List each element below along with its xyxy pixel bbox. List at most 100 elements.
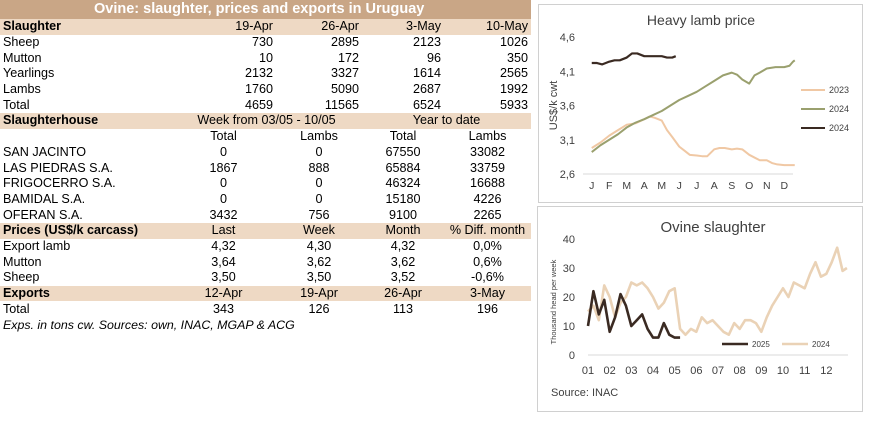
row-value: 3,62 [306,254,332,269]
report-title: Ovine: slaughter, prices and exports in … [0,0,531,19]
column-header: Last [171,222,276,239]
row-value: 730 [251,35,273,50]
x-tick-label: 10 [777,365,789,377]
row-value: 172 [337,50,359,65]
slaughterhouse-row: BAMIDAL S.A. 0 0 15180 4226 [0,192,531,208]
x-tick-label: 07 [712,365,724,377]
row-value: 67550 [385,144,421,159]
slaughter-header-row: Slaughter 19-Apr 26-Apr 3-May 10-May [0,19,531,35]
x-tick-label: N [763,180,771,192]
row-value: 3,52 [390,270,416,285]
row-value: 0 [315,144,323,159]
series-line-2024 [591,52,677,66]
row-value: 2565 [499,66,528,81]
row-value: 1614 [412,66,441,81]
row-label: Total [3,97,30,112]
sources-note: Exps. in tons cw. Sources: own, INAC, MG… [3,318,295,333]
y-tick-label: 3,6 [560,101,575,113]
x-tick-label: 02 [604,365,616,377]
row-value: 15180 [385,191,421,206]
row-value: 2265 [473,207,502,222]
row-label: FRIGOCERRO S.A. [3,176,116,191]
row-value: 5090 [330,82,359,97]
row-value: 3,62 [390,254,416,269]
series-line-2024 [591,59,796,153]
column-header: 3-May [362,19,444,35]
x-tick-label: 05 [669,365,681,377]
x-tick-label: S [728,180,735,192]
row-value: 0 [315,191,323,206]
series-line-2025 [586,289,681,339]
row-value: 113 [392,301,414,316]
y-axis-label: US$/k cwt [548,81,560,131]
prices-header-row: Prices (US$/k carcass) Last Week Month% Dif… [0,222,531,239]
row-label: Yearlings [3,66,55,81]
row-value: 6524 [412,97,441,112]
x-tick-label: D [780,180,788,192]
blank-cell [0,129,171,145]
row-label: Mutton [3,50,42,65]
row-value: 96 [426,50,441,65]
row-value: 3432 [209,207,238,222]
section-header: Slaughterhouse [0,113,171,129]
row-value: 9100 [388,207,418,222]
legend-label: 2025 [752,340,770,349]
row-value: 16688 [469,176,506,191]
row-value: 5933 [499,97,528,112]
row-value: 11565 [324,97,359,112]
x-tick-label: 09 [755,365,767,377]
series-line-2023 [591,115,795,167]
row-label: BAMIDAL S.A. [3,191,86,206]
x-tick-label: A [641,180,648,192]
row-value: 3,50 [211,270,236,285]
ovine-slaughter-svg: Ovine slaughter 0 10 20 30 40 01 02 03 04 05 06 07 08… [549,219,848,399]
x-tick-label: O [745,180,753,192]
column-header: 12-Apr [171,285,276,302]
row-value: 33082 [469,144,506,159]
y-tick-label: 20 [563,292,575,304]
row-value: 756 [308,207,330,222]
y-tick-label: 3,1 [560,135,575,147]
column-header: Lambs [300,129,338,144]
y-tick-label: 40 [563,234,575,246]
exports-row: Total 343 126 113 196 [0,301,531,317]
x-tick-label: J [589,180,594,192]
x-tick-label: 08 [734,365,746,377]
column-header: Total [210,129,237,144]
row-value: 350 [506,50,528,65]
series-line-2024 [587,246,848,336]
row-value: 0,0% [473,238,502,253]
column-header: Lambs [468,129,507,144]
row-value: 343 [212,301,234,316]
data-table: Slaughter 19-Apr 26-Apr 3-May 10-May Sheep 730… [0,19,531,317]
row-value: 2123 [412,35,441,50]
row-value: 4226 [473,191,502,206]
legend-label: 2024 [812,340,830,349]
column-header: 26-Apr [362,285,444,302]
row-value: 2132 [244,66,273,81]
row-label: Sheep [3,35,40,50]
price-row: Sheep 3,50 3,50 3,52 -0,6% [0,270,531,286]
x-tick-label: A [711,180,718,192]
slaughterhouse-row: LAS PIEDRAS S.A. 1867 888 65884 33759 [0,160,531,176]
column-header: Week [276,222,362,239]
ovine-slaughter-chart: Ovine slaughter 0 10 20 30 40 01 02 03 04 05 06 07 08… [537,206,863,412]
slaughterhouse-subheader-row: Total Lambs Total Lambs [0,129,531,145]
x-tick-label: 11 [799,365,810,377]
row-value: -0,6% [471,270,504,285]
column-header: Month [362,222,444,239]
slaughterhouse-header-row: Slaughterhouse Week from 03/05 - 10/05 Yea… [0,113,531,129]
row-value: 2687 [412,82,441,97]
x-tick-label: 03 [625,365,637,377]
row-value: 0 [219,176,227,191]
row-value: 65884 [385,160,421,175]
y-tick-label: 10 [563,321,575,333]
week-range-label: Week from 03/05 - 10/05 [171,113,362,129]
chart-title: Heavy lamb price [647,12,755,28]
row-value: 46324 [385,176,421,191]
section-header: Prices (US$/k carcass) [0,222,171,239]
row-value: 0 [219,144,227,159]
row-value: 1867 [209,160,238,175]
row-value: 888 [308,160,330,175]
